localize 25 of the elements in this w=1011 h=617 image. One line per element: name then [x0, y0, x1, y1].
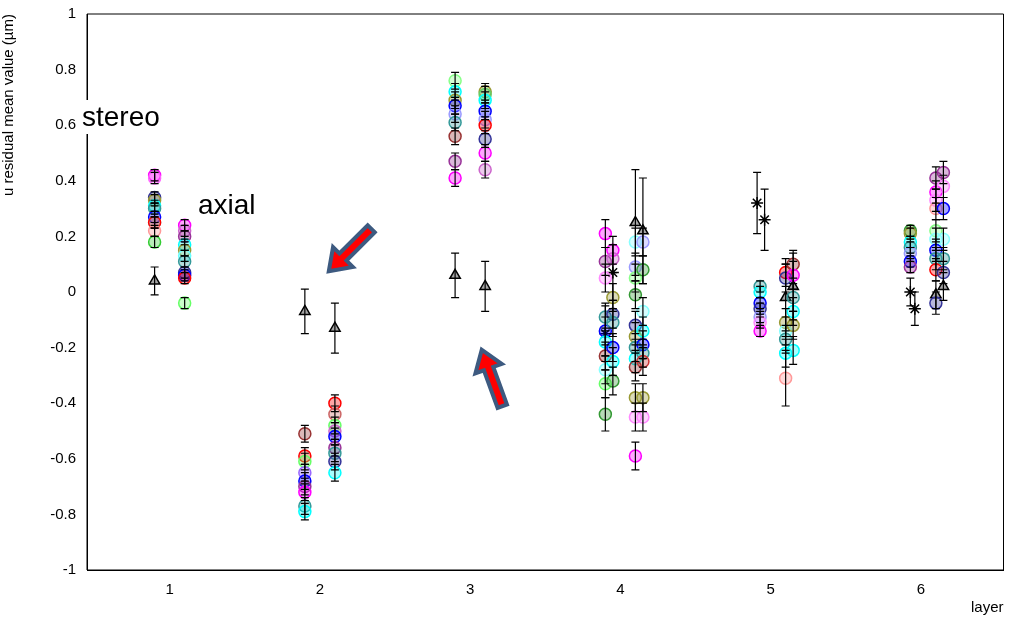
- x-tick-label: 2: [315, 580, 325, 598]
- y-tick-label: 0.8: [55, 59, 76, 77]
- y-tick-label: 0: [67, 282, 76, 300]
- x-tick-label: 6: [916, 580, 926, 598]
- x-axis-title: layer: [970, 598, 1004, 616]
- y-tick-label: 0.6: [55, 115, 76, 133]
- x-tick-label: 4: [616, 580, 625, 598]
- y-tick-label: 1: [67, 4, 76, 22]
- y-axis-title: u residual mean value (µm): [0, 14, 17, 197]
- point: [757, 212, 772, 227]
- point: [903, 285, 918, 299]
- y-tick-label: -1: [62, 560, 76, 578]
- y-tick-label: -0.8: [50, 504, 76, 522]
- y-tick-label: -0.6: [50, 448, 76, 466]
- y-tick-label: -0.4: [50, 393, 76, 411]
- annotation: axial: [196, 188, 258, 222]
- point: [750, 196, 764, 210]
- x-tick-label: 1: [165, 580, 174, 598]
- x-tick-label: 3: [465, 580, 475, 598]
- y-tick-label: 0.4: [55, 170, 76, 188]
- y-tick-label: 0.2: [55, 226, 76, 244]
- y-tick-label: -0.2: [50, 337, 76, 355]
- x-tick-label: 5: [766, 580, 775, 598]
- annotation: stereo: [80, 100, 162, 134]
- point: [148, 274, 161, 285]
